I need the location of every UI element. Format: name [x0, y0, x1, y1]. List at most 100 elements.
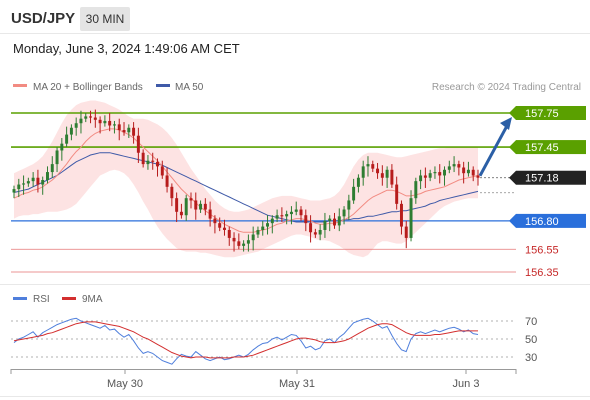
candle-body	[160, 166, 164, 176]
rsi-legend-swatch	[13, 297, 27, 300]
candle-body	[199, 203, 203, 210]
candle-body	[313, 232, 317, 235]
candle-body	[433, 172, 437, 174]
panel-divider	[0, 284, 590, 285]
candle-body	[409, 198, 413, 238]
candle-body	[347, 200, 351, 210]
candle-body	[141, 152, 145, 165]
x-tick-label: May 31	[279, 378, 315, 390]
support-label-156.80: 156.80	[525, 216, 559, 228]
rsi-tick-label: 70	[525, 316, 537, 328]
candle-body	[438, 172, 442, 176]
resistance-tag-157.45	[516, 140, 586, 155]
resistance-tag-tip	[509, 106, 516, 120]
candle-body	[246, 240, 250, 244]
ma20-legend-label: MA 20 + Bollinger Bands	[33, 82, 143, 93]
candle-body	[404, 226, 408, 238]
candle-body	[261, 226, 265, 230]
candle-body	[395, 184, 399, 204]
candle-body	[117, 124, 121, 131]
candle-body	[46, 172, 49, 181]
candle-body	[318, 229, 322, 235]
forecast-arrow	[478, 123, 510, 177]
candle-body	[399, 203, 403, 227]
candle-body	[414, 181, 418, 199]
candle-body	[179, 211, 183, 216]
candle-body	[136, 135, 140, 153]
x-axis-line	[11, 369, 516, 370]
candle-body	[41, 180, 45, 185]
candle-body	[79, 118, 83, 124]
candle-body	[466, 169, 470, 174]
candle-body	[476, 175, 480, 178]
candle-body	[208, 209, 212, 219]
current-price-tag-tip	[509, 170, 516, 185]
candle-body	[447, 166, 451, 170]
candle-body	[342, 209, 346, 217]
candle-body	[108, 120, 112, 126]
candle-body	[352, 186, 356, 201]
candle-body	[93, 117, 97, 120]
candle-body	[98, 119, 102, 124]
candle-body	[84, 116, 88, 119]
main-panel: 157.75 157.45 157.18 156.80 156.55 156.35	[11, 100, 586, 279]
candle-body	[471, 169, 475, 176]
candle-body	[184, 198, 188, 216]
candle-body	[242, 243, 246, 246]
candle-body	[294, 209, 298, 212]
current-price-tag	[516, 170, 586, 185]
candle-body	[337, 216, 341, 226]
candle-body	[222, 227, 226, 230]
rsi-ma-line	[13, 321, 478, 359]
rsi-tick-label: 50	[525, 334, 537, 346]
candle-body	[251, 234, 255, 241]
chart-header: USD/JPY 30 MIN	[0, 0, 590, 38]
candle-body	[22, 183, 26, 185]
candle-body	[26, 181, 30, 184]
ma50-legend-swatch	[156, 84, 170, 87]
candle-body	[462, 167, 466, 174]
candle-body	[127, 127, 131, 133]
candle-body	[380, 173, 384, 178]
resistance-label-157.45: 157.45	[525, 142, 559, 154]
x-tick-label: Jun 3	[453, 378, 480, 390]
candle-body	[36, 177, 40, 185]
candle-body	[165, 175, 169, 187]
candle-body	[443, 169, 446, 176]
candle-body	[189, 198, 193, 201]
x-tick-label: May 30	[107, 378, 143, 390]
candle-body	[423, 175, 427, 178]
candle-body	[452, 164, 456, 167]
current-price-label: 157.18	[525, 173, 559, 185]
candle-body	[361, 166, 365, 178]
candle-body	[309, 223, 313, 233]
candle-body	[213, 218, 217, 224]
support-label-156.55: 156.55	[525, 244, 559, 256]
candle-body	[328, 218, 332, 221]
candle-body	[12, 189, 16, 193]
timeframe-button[interactable]: 30 MIN	[80, 7, 130, 31]
rsi-panel: 70 50 30	[11, 316, 537, 365]
candle-body	[304, 215, 308, 224]
header-divider	[0, 33, 590, 34]
candle-body	[275, 215, 279, 219]
candle-body	[227, 229, 231, 238]
candle-body	[55, 150, 59, 165]
support-tag-156.80	[516, 213, 586, 228]
candle-body	[50, 164, 54, 173]
candle-body	[203, 203, 207, 210]
candle-body	[151, 160, 155, 162]
rsi-line	[13, 317, 479, 365]
candle-body	[69, 127, 73, 135]
candle-body	[457, 164, 461, 168]
candle-body	[366, 164, 370, 167]
candle-body	[356, 177, 360, 187]
candle-body	[428, 173, 432, 178]
support-label-156.35: 156.35	[525, 267, 559, 279]
candle-body	[60, 143, 64, 151]
candle-body	[237, 241, 241, 246]
x-axis: May 30 May 31 Jun 3	[10, 369, 517, 390]
candle-body	[65, 134, 69, 144]
candle-body	[390, 169, 394, 185]
